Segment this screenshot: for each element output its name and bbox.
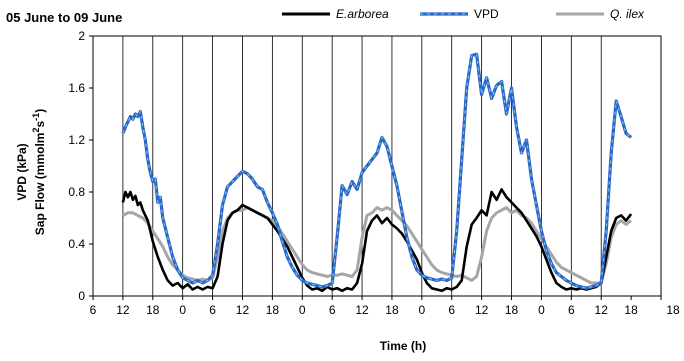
x-tick-label: 18	[385, 303, 399, 317]
plot-frame	[92, 35, 662, 297]
legend-label: VPD	[474, 7, 499, 21]
y-tick-label: 1.2	[68, 133, 85, 147]
series-line-e-arborea-end	[599, 213, 633, 284]
x-tick-label: 6	[568, 303, 575, 317]
legend-entry: E.arborea	[282, 7, 389, 21]
x-tick-label: 18	[624, 303, 638, 317]
x-axis-label: Time (h)	[380, 339, 426, 353]
x-tick-label: 6	[329, 303, 336, 317]
y-tick-label: 2	[78, 29, 85, 43]
legend-entry: VPD	[420, 7, 499, 21]
x-tick-label: 6	[90, 303, 97, 317]
y-axis-label-sapflow: Sap Flow (mmolm2s-1)	[31, 109, 47, 235]
x-tick-label: 12	[475, 303, 489, 317]
x-tick-label: 18	[146, 303, 160, 317]
x-tick-label: 18	[666, 303, 680, 317]
series-line-vpd	[121, 52, 633, 290]
x-tick-label: 12	[236, 303, 250, 317]
series-line-vpd-highlight	[122, 53, 632, 289]
x-tick-label: 0	[538, 303, 545, 317]
x-tick-label: 18	[505, 303, 519, 317]
y-tick-label: 0.8	[68, 185, 85, 199]
y-axis-label-vpd: VPD (kPa)	[15, 143, 29, 200]
x-tick-label: 12	[355, 303, 369, 317]
y-tick-label: 1.6	[68, 81, 85, 95]
x-tick-label: 12	[595, 303, 609, 317]
x-tick-label: 6	[209, 303, 216, 317]
x-tick-label: 0	[299, 303, 306, 317]
series-line-e-arborea	[121, 188, 602, 293]
x-tick-label: 12	[116, 303, 130, 317]
y-tick-label: 0	[78, 289, 85, 303]
legend-label: E.arborea	[336, 7, 389, 21]
legend-entry: Q. ilex	[556, 7, 645, 21]
chart-title: 05 June to 09 June	[6, 10, 122, 25]
x-tick-label: 18	[266, 303, 280, 317]
x-tick-label: 0	[179, 303, 186, 317]
x-tick-label: 6	[448, 303, 455, 317]
legend-label: Q. ilex	[610, 7, 645, 21]
x-tick-label: 0	[418, 303, 425, 317]
y-tick-label: 0.4	[68, 237, 85, 251]
